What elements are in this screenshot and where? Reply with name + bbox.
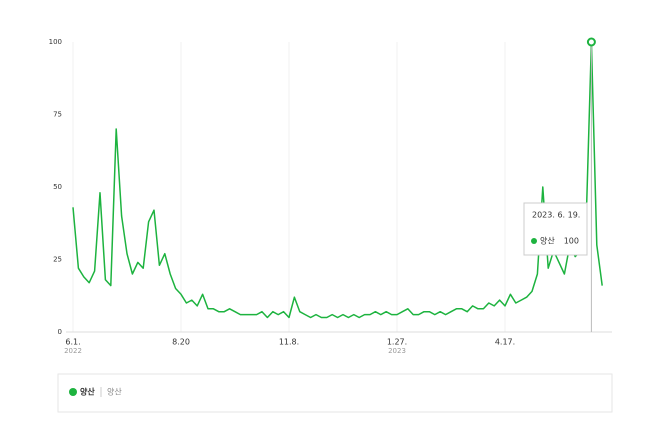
y-tick-label: 75: [53, 111, 62, 119]
legend-keyword: 양산: [107, 387, 122, 397]
y-tick-label: 100: [49, 38, 62, 46]
legend-box: [57, 373, 613, 413]
x-tick-label: 6.1.: [65, 338, 80, 347]
x-tick-label: 1.27.: [387, 338, 407, 347]
x-year-label: 2022: [64, 347, 82, 355]
y-tick-label: 25: [53, 256, 62, 264]
legend-dot: [69, 388, 77, 396]
tooltip-name: 양산: [540, 236, 555, 246]
tooltip-dot: [531, 238, 537, 244]
x-tick-label: 11.8.: [279, 338, 299, 347]
tooltip-date: 2023. 6. 19.: [532, 211, 580, 220]
line: [72, 41, 603, 319]
tooltip-value: 100: [564, 237, 579, 246]
y-tick-label: 0: [58, 328, 62, 336]
x-year-label: 2023: [388, 347, 406, 355]
tooltip-box: [523, 202, 588, 256]
x-tick-label: 4.17.: [495, 338, 515, 347]
highlight-point: [586, 37, 596, 47]
y-tick-label: 50: [53, 183, 62, 191]
x-tick-label: 8.20: [172, 338, 190, 347]
legend-label: 양산: [80, 387, 95, 397]
